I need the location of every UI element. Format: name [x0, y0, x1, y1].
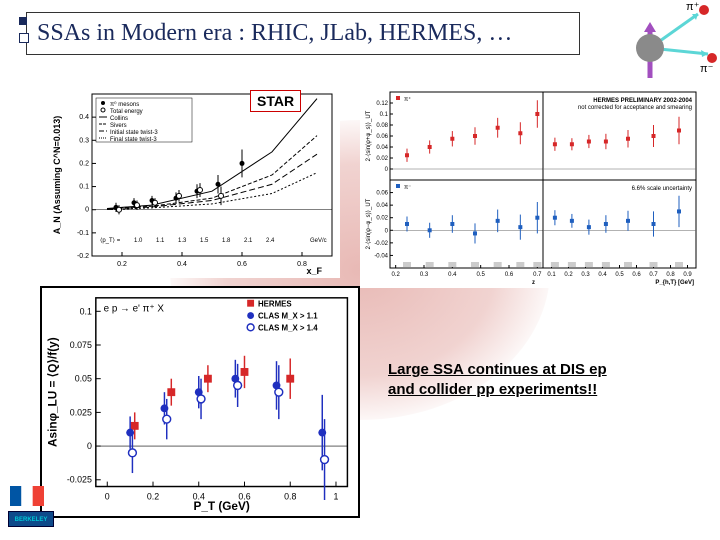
svg-text:0.05: 0.05: [75, 374, 92, 384]
svg-text:0.075: 0.075: [70, 340, 92, 350]
svg-text:6.6% scale uncertainty: 6.6% scale uncertainty: [632, 186, 692, 192]
svg-text:0.1: 0.1: [79, 184, 89, 191]
svg-text:0.7: 0.7: [649, 272, 658, 278]
svg-text:-0.025: -0.025: [67, 475, 92, 485]
svg-text:0.08: 0.08: [376, 123, 388, 129]
caption-text: Large SSA continues at DIS ep and collid…: [388, 360, 607, 399]
svg-text:1: 1: [334, 491, 339, 501]
pi-minus-dot: [707, 53, 717, 63]
svg-text:0.8: 0.8: [297, 261, 307, 268]
svg-text:0.3: 0.3: [79, 137, 89, 144]
svg-text:0.06: 0.06: [376, 191, 388, 197]
svg-text:CLAS M_X > 1.4: CLAS M_X > 1.4: [258, 323, 318, 332]
svg-text:not corrected for acceptance a: not corrected for acceptance and smearin…: [578, 105, 692, 111]
svg-text:0.8: 0.8: [666, 272, 675, 278]
svg-text:0.04: 0.04: [376, 145, 388, 151]
svg-text:0.6: 0.6: [237, 261, 247, 268]
slide-title: SSAs in Modern era : RHIC, JLab, HERMES,…: [37, 19, 569, 48]
svg-text:0.02: 0.02: [376, 156, 388, 162]
svg-text:0: 0: [105, 491, 110, 501]
svg-text:π⁺: π⁺: [404, 96, 411, 103]
pi-plus-label: π⁺: [686, 1, 700, 13]
pi-plus-dot: [699, 5, 709, 15]
svg-text:-0.04: -0.04: [374, 253, 388, 259]
svg-text:0.7: 0.7: [533, 272, 542, 278]
svg-text:Asinφ_LU = ⟨Q⟩/f(y): Asinφ_LU = ⟨Q⟩/f(y): [47, 337, 60, 447]
star-chart: 0.2 0.4 0.6 0.8 -0.2 -0.1 0 0.1 0.2 0.3 0.4 ⟨p_T⟩ =…: [50, 88, 340, 278]
svg-text:1.3: 1.3: [178, 238, 187, 244]
svg-text:0: 0: [87, 441, 92, 451]
svg-text:2·⟨sin(φ+φ_s)⟩_UT: 2·⟨sin(φ+φ_s)⟩_UT: [365, 110, 372, 161]
svg-text:0.12: 0.12: [376, 101, 388, 107]
svg-text:⟨p_T⟩ =: ⟨p_T⟩ =: [100, 237, 121, 244]
svg-text:0.3: 0.3: [420, 272, 429, 278]
svg-text:GeV/c: GeV/c: [310, 238, 327, 244]
pi-minus-label: π⁻: [700, 63, 714, 75]
clas-chart: 00.20.40.60.81-0.02500.0250.050.0750.1HE…: [40, 286, 360, 518]
star-label: STAR: [250, 90, 301, 112]
lab-logo: BERKELEY: [8, 511, 54, 527]
svg-text:-0.1: -0.1: [77, 230, 89, 237]
flag-logo: [10, 486, 44, 506]
svg-text:0.06: 0.06: [376, 134, 388, 140]
svg-text:0.1: 0.1: [80, 306, 92, 316]
svg-text:0.04: 0.04: [376, 203, 388, 209]
svg-text:2.1: 2.1: [244, 238, 253, 244]
svg-text:Initial state twist-3: Initial state twist-3: [110, 130, 158, 136]
svg-text:CLAS M_X > 1.1: CLAS M_X > 1.1: [258, 311, 318, 320]
svg-text:HERMES: HERMES: [258, 300, 292, 309]
svg-text:0: 0: [385, 167, 389, 173]
svg-text:0.2: 0.2: [147, 491, 159, 501]
svg-text:0.2: 0.2: [564, 272, 573, 278]
svg-text:0.2: 0.2: [117, 261, 127, 268]
svg-text:0: 0: [385, 228, 389, 234]
svg-text:z: z: [532, 280, 535, 286]
svg-text:0.02: 0.02: [376, 216, 388, 222]
svg-text:P_T (GeV): P_T (GeV): [193, 500, 249, 513]
svg-text:1.1: 1.1: [156, 238, 165, 244]
svg-text:e p → e' π⁺ X: e p → e' π⁺ X: [104, 304, 165, 315]
svg-text:-0.2: -0.2: [77, 253, 89, 260]
slide-title-box: SSAs in Modern era : RHIC, JLab, HERMES,…: [26, 12, 580, 55]
svg-text:1.8: 1.8: [222, 238, 231, 244]
svg-text:0.5: 0.5: [615, 272, 624, 278]
svg-text:0: 0: [85, 207, 89, 214]
svg-text:-0.02: -0.02: [374, 241, 388, 247]
svg-text:0.9: 0.9: [683, 272, 692, 278]
svg-text:π⁰ mesons: π⁰ mesons: [110, 101, 139, 108]
svg-text:Total energy: Total energy: [110, 109, 143, 115]
svg-text:2.4: 2.4: [266, 238, 275, 244]
svg-text:0.2: 0.2: [79, 160, 89, 167]
svg-text:0.5: 0.5: [476, 272, 485, 278]
svg-text:0.6: 0.6: [505, 272, 514, 278]
svg-text:π⁻: π⁻: [404, 185, 411, 191]
svg-text:1.0: 1.0: [134, 238, 143, 244]
svg-text:0.4: 0.4: [79, 114, 89, 121]
proton-circle: [636, 34, 664, 62]
svg-text:0.8: 0.8: [284, 491, 296, 501]
caption-line2: and collider pp experiments!!: [388, 381, 597, 398]
svg-text:0.2: 0.2: [391, 272, 400, 278]
svg-text:x_F: x_F: [306, 266, 322, 276]
svg-text:0.1: 0.1: [547, 272, 556, 278]
svg-text:0.1: 0.1: [380, 112, 389, 118]
svg-text:0.4: 0.4: [448, 272, 457, 278]
svg-text:0.025: 0.025: [70, 407, 92, 417]
svg-text:0.4: 0.4: [177, 261, 187, 268]
svg-text:0.3: 0.3: [581, 272, 590, 278]
svg-text:1.5: 1.5: [200, 238, 209, 244]
svg-text:2·⟨sin(φ−φ_s)⟩_UT: 2·⟨sin(φ−φ_s)⟩_UT: [365, 198, 372, 249]
svg-text:A_N (Assuming C^N=0.013): A_N (Assuming C^N=0.013): [52, 116, 62, 235]
caption-line1: Large SSA continues at DIS ep: [388, 361, 607, 378]
pion-production-diagram: π⁺ π⁻: [608, 0, 718, 80]
svg-text:HERMES PRELIMINARY 2002-2004: HERMES PRELIMINARY 2002-2004: [593, 98, 692, 104]
svg-text:Final state twist-3: Final state twist-3: [110, 137, 157, 143]
hermes-chart: 0 0.02 0.04 0.06 0.08 0.1 0.12 0.2 0.3 0.4 0.5 0.6 0…: [360, 88, 700, 288]
svg-text:P_{h,T} [GeV]: P_{h,T} [GeV]: [655, 280, 694, 286]
svg-text:Sivers: Sivers: [110, 123, 127, 129]
svg-text:Collins: Collins: [110, 116, 128, 122]
svg-text:0.4: 0.4: [598, 272, 607, 278]
svg-text:0.6: 0.6: [632, 272, 641, 278]
